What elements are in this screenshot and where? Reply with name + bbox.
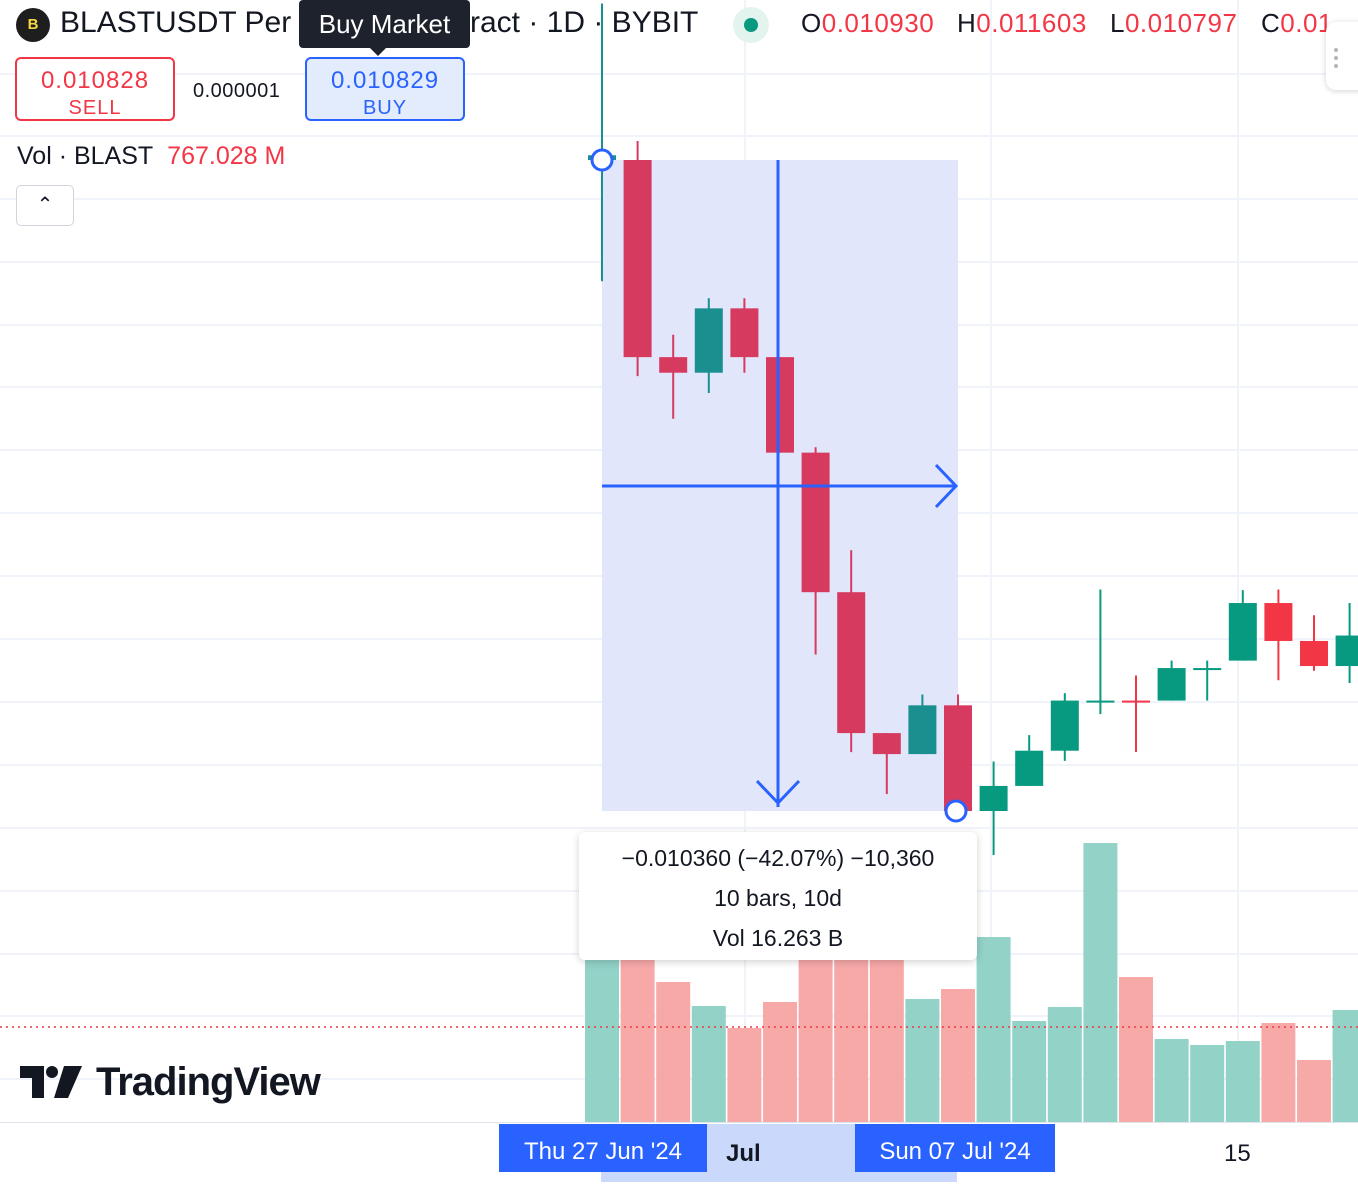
buy-label: BUY xyxy=(362,97,408,119)
dot-icon xyxy=(1334,48,1338,52)
measure-change: −0.010360 (−42.07%) −10,360 xyxy=(621,845,935,871)
side-toolbar-handle[interactable] xyxy=(1326,22,1358,90)
arrow-right-icon xyxy=(934,463,959,509)
tick-label: 15 xyxy=(1224,1140,1251,1167)
volume-legend-label: Vol · BLAST xyxy=(17,142,154,170)
volume-bar xyxy=(1332,1010,1358,1122)
dot-icon xyxy=(1334,56,1338,60)
tradingview-wordmark: TradingView xyxy=(96,1060,321,1104)
measure-bars: 10 bars, 10d xyxy=(714,885,842,911)
spread-value: 0.000001 xyxy=(193,80,281,102)
candle-body xyxy=(1157,668,1186,701)
candle-body xyxy=(659,357,688,373)
sell-label: SELL xyxy=(68,97,122,119)
volume-legend[interactable]: Vol · BLAST 767.028 M xyxy=(17,142,285,171)
volume-bar xyxy=(1119,977,1153,1122)
volume-bar xyxy=(620,957,655,1122)
candle-body xyxy=(1015,750,1044,786)
buy-market-tooltip: Buy Market xyxy=(299,0,470,48)
volume-bar xyxy=(798,957,833,1122)
ohlc-low: L0.010797 xyxy=(1110,8,1238,38)
candle-body xyxy=(766,357,794,453)
candle-body xyxy=(1228,603,1257,661)
candle-body xyxy=(944,705,972,811)
price-chart[interactable] xyxy=(0,0,1358,1122)
volume-bar xyxy=(941,989,975,1122)
candle-body xyxy=(1122,700,1150,703)
candle-body xyxy=(1086,700,1115,703)
measure-start-date: Thu 27 Jun '24 xyxy=(499,1124,707,1172)
ohlc-open: O0.010930 xyxy=(801,8,935,38)
measure-tooltip: −0.010360 (−42.07%) −10,360 10 bars, 10d… xyxy=(579,832,977,960)
buy-price: 0.010829 xyxy=(330,67,440,94)
volume-bar xyxy=(1047,1007,1082,1122)
measure-end-handle xyxy=(944,799,968,823)
volume-bar xyxy=(1261,1023,1296,1122)
measure-start-handle xyxy=(590,148,614,172)
volume-bar xyxy=(1154,1039,1189,1122)
chevron-up-icon: ⌃ xyxy=(36,194,54,216)
candle-body xyxy=(872,733,901,755)
candle-body xyxy=(979,785,1008,811)
volume-bar xyxy=(1190,1045,1225,1122)
symbol-title[interactable]: BLASTUSDT Per xyxy=(60,6,292,39)
volume-bar xyxy=(585,957,619,1122)
candle-body xyxy=(908,705,937,755)
measure-volume: Vol 16.263 B xyxy=(712,925,844,951)
candle-body xyxy=(1335,635,1358,667)
volume-legend-value: 767.028 M xyxy=(167,142,286,170)
volume-bar xyxy=(976,937,1011,1122)
time-axis[interactable]: Thu 27 Jun '24 Jul Sun 07 Jul '24 15 xyxy=(0,1122,1358,1188)
volume-bar xyxy=(905,999,940,1122)
candle-body xyxy=(730,308,759,358)
symbol-title-suffix[interactable]: ract · 1D · BYBIT xyxy=(470,6,699,39)
buy-button[interactable]: 0.010829 BUY xyxy=(305,57,465,121)
volume-bar xyxy=(1297,1060,1331,1122)
collapse-legend-button[interactable]: ⌃ xyxy=(16,185,74,226)
volume-bar xyxy=(1012,1021,1047,1122)
volume-bar xyxy=(691,1006,726,1122)
month-label: Jul xyxy=(726,1140,761,1167)
candle-body xyxy=(694,308,723,373)
volume-bar xyxy=(656,982,691,1122)
candle-body xyxy=(801,452,830,593)
candle-body xyxy=(1264,603,1293,641)
volume-bar xyxy=(1225,1041,1260,1122)
ohlc-close: C0.01 xyxy=(1261,8,1333,38)
candle-body xyxy=(837,592,866,734)
sell-price: 0.010828 xyxy=(40,67,150,94)
candle-body xyxy=(623,160,652,358)
volume-bar xyxy=(763,1002,797,1122)
volume-bar xyxy=(869,957,904,1122)
measure-end-date: Sun 07 Jul '24 xyxy=(855,1124,1055,1172)
market-status-icon[interactable] xyxy=(733,7,769,43)
arrow-down-icon xyxy=(755,779,801,806)
volume-bar xyxy=(1083,843,1118,1122)
dot-icon xyxy=(1334,64,1338,68)
tooltip-pointer-icon xyxy=(370,48,386,56)
sell-button[interactable]: 0.010828 SELL xyxy=(15,57,175,121)
candle-body xyxy=(1193,668,1222,671)
ohlc-high: H0.011603 xyxy=(957,8,1087,38)
candle-body xyxy=(1300,640,1328,667)
tradingview-mark-icon xyxy=(20,1066,82,1098)
blast-logo-icon: B xyxy=(16,8,50,42)
volume-bar xyxy=(727,1028,762,1122)
volume-bar xyxy=(834,957,869,1122)
candle-body xyxy=(1050,700,1079,751)
